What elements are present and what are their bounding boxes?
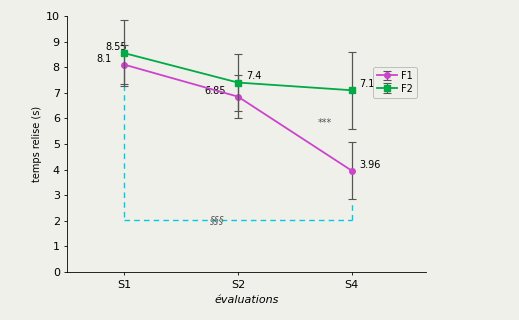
Legend: F1, F2: F1, F2: [373, 67, 417, 98]
Text: ***: ***: [318, 118, 332, 128]
Text: §§§: §§§: [210, 215, 224, 225]
X-axis label: évaluations: évaluations: [214, 295, 279, 305]
Text: 7.1: 7.1: [360, 79, 375, 89]
Text: 3.96: 3.96: [360, 160, 381, 170]
Text: 7.4: 7.4: [246, 71, 262, 82]
Text: 8.1: 8.1: [96, 53, 111, 64]
Y-axis label: temps relise (s): temps relise (s): [32, 106, 42, 182]
Text: 8.55: 8.55: [105, 42, 127, 52]
Text: 6.85: 6.85: [204, 85, 225, 96]
